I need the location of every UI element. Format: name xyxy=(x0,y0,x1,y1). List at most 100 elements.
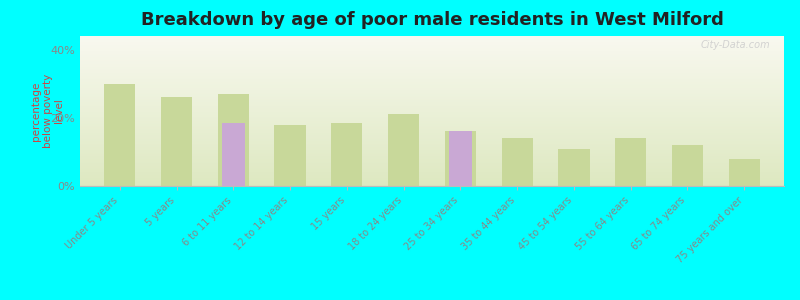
Bar xyxy=(80,94,784,96)
Bar xyxy=(222,123,245,186)
Bar xyxy=(80,93,784,94)
Title: Breakdown by age of poor male residents in West Milford: Breakdown by age of poor male residents … xyxy=(141,11,723,29)
Bar xyxy=(80,175,784,177)
Bar xyxy=(80,73,784,75)
Bar xyxy=(80,72,784,74)
Bar xyxy=(80,109,784,111)
Bar xyxy=(80,96,784,98)
Bar xyxy=(274,124,306,186)
Bar xyxy=(80,135,784,137)
Bar xyxy=(80,84,784,85)
Bar xyxy=(445,131,476,186)
Bar xyxy=(80,60,784,61)
Bar xyxy=(80,85,784,87)
Bar xyxy=(388,114,419,186)
Bar xyxy=(80,37,784,39)
Bar xyxy=(80,180,784,182)
Bar xyxy=(80,123,784,124)
Bar xyxy=(672,145,703,186)
Bar xyxy=(80,103,784,105)
Bar xyxy=(80,102,784,103)
Bar xyxy=(80,36,784,38)
Bar xyxy=(80,138,784,140)
Bar xyxy=(80,126,784,127)
Bar xyxy=(80,133,784,135)
Bar xyxy=(80,67,784,69)
Bar xyxy=(80,157,784,159)
Bar xyxy=(80,163,784,165)
Bar xyxy=(502,138,533,186)
Bar xyxy=(80,171,784,172)
Bar xyxy=(80,42,784,43)
Bar xyxy=(80,181,784,183)
Bar xyxy=(80,97,784,99)
Bar xyxy=(80,184,784,186)
Bar xyxy=(80,87,784,88)
Bar xyxy=(80,108,784,109)
Bar xyxy=(80,129,784,130)
Bar xyxy=(80,139,784,141)
Bar xyxy=(80,132,784,134)
Bar xyxy=(729,159,760,186)
Bar xyxy=(80,162,784,164)
Bar xyxy=(80,46,784,48)
Bar xyxy=(80,79,784,81)
Bar xyxy=(80,121,784,123)
Bar xyxy=(80,49,784,51)
Bar xyxy=(104,84,135,186)
Bar xyxy=(80,183,784,184)
Bar xyxy=(80,115,784,117)
Bar xyxy=(80,144,784,146)
Bar xyxy=(80,69,784,70)
Bar xyxy=(80,45,784,46)
Bar xyxy=(80,127,784,129)
Bar xyxy=(161,98,192,186)
Bar xyxy=(218,94,249,186)
Bar xyxy=(80,130,784,132)
Bar xyxy=(80,118,784,120)
Bar xyxy=(80,48,784,50)
Bar xyxy=(80,100,784,102)
Bar xyxy=(80,112,784,114)
Bar xyxy=(80,61,784,63)
Bar xyxy=(80,178,784,180)
Bar xyxy=(80,54,784,56)
Bar xyxy=(80,75,784,76)
Bar xyxy=(80,159,784,161)
Bar xyxy=(80,106,784,108)
Bar xyxy=(80,169,784,171)
Bar xyxy=(80,105,784,106)
Bar xyxy=(80,64,784,66)
Bar xyxy=(80,154,784,156)
Bar xyxy=(80,40,784,42)
Bar xyxy=(80,160,784,162)
Bar xyxy=(80,43,784,45)
Bar xyxy=(331,123,362,186)
Bar xyxy=(80,117,784,118)
Bar xyxy=(80,114,784,116)
Bar xyxy=(80,99,784,100)
Bar xyxy=(80,151,784,153)
Bar xyxy=(80,81,784,82)
Bar xyxy=(80,55,784,57)
Bar xyxy=(80,142,784,144)
Bar xyxy=(80,70,784,72)
Bar xyxy=(80,78,784,80)
Bar xyxy=(80,52,784,54)
Bar xyxy=(80,88,784,90)
Bar xyxy=(615,138,646,186)
Bar xyxy=(80,147,784,148)
Bar xyxy=(80,66,784,68)
Bar xyxy=(80,90,784,92)
Bar xyxy=(80,174,784,176)
Bar xyxy=(80,148,784,150)
Bar xyxy=(80,150,784,152)
Bar xyxy=(80,91,784,93)
Bar xyxy=(80,145,784,147)
Bar xyxy=(80,58,784,60)
Bar xyxy=(558,148,590,186)
Bar xyxy=(80,82,784,84)
Bar xyxy=(80,136,784,138)
Bar xyxy=(80,177,784,178)
Bar xyxy=(80,168,784,169)
